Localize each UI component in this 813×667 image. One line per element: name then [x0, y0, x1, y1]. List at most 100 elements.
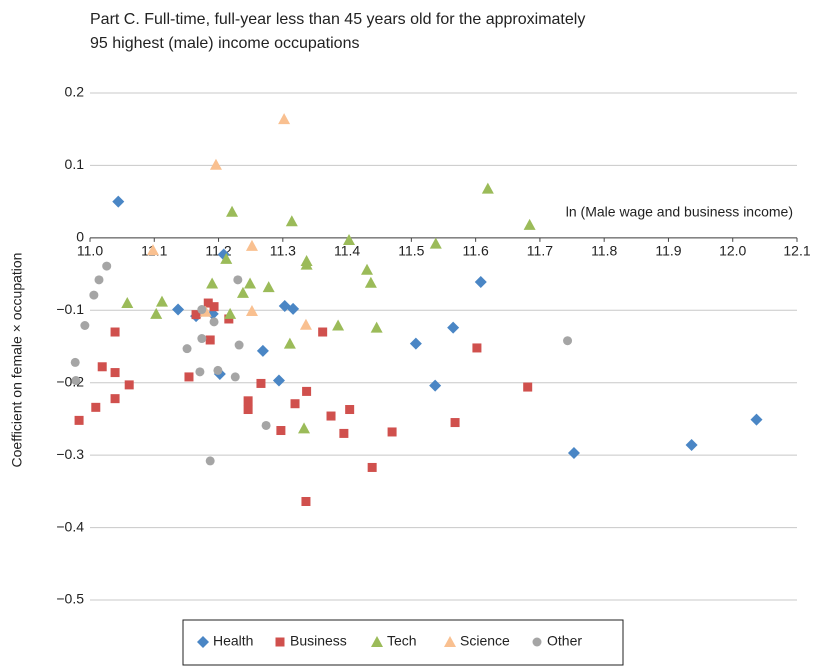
square-point — [184, 372, 194, 382]
diamond-point — [287, 302, 300, 315]
triangle-point — [364, 276, 377, 288]
square-point — [301, 496, 311, 506]
triangle-point — [245, 239, 258, 251]
triangle-point — [429, 237, 442, 249]
x-axis-title: ln (Male wage and business income) — [566, 204, 793, 220]
diamond-point — [429, 379, 442, 392]
chart-title: 95 highest (male) income occupations — [90, 35, 359, 52]
y-tick-label: 0.1 — [65, 156, 85, 172]
triangle-point — [224, 307, 237, 319]
triangle-point — [262, 281, 275, 293]
triangle-point — [370, 321, 383, 333]
diamond-point — [272, 374, 285, 387]
square-point — [326, 411, 336, 421]
triangle-point — [220, 252, 233, 264]
legend-label: Tech — [387, 633, 417, 649]
legend-marker — [444, 636, 456, 647]
circle-point — [89, 290, 99, 300]
square-point — [224, 314, 234, 324]
square-point — [110, 327, 120, 337]
square-point — [203, 298, 213, 308]
circle-point — [261, 420, 271, 430]
circle-point — [233, 275, 243, 285]
square-point — [209, 302, 219, 312]
triangle-point — [150, 307, 163, 319]
circle-point — [197, 334, 207, 344]
x-tick-label: 11.8 — [591, 243, 617, 259]
diamond-point — [112, 195, 125, 208]
legend-marker — [275, 637, 285, 647]
x-tick-label: 11.6 — [463, 243, 489, 259]
triangle-point — [332, 319, 345, 331]
legend-marker — [532, 637, 542, 647]
circle-point — [563, 336, 573, 346]
legend-label: Other — [547, 633, 582, 649]
square-point — [256, 378, 266, 388]
chart-title: Part C. Full-time, full-year less than 4… — [90, 11, 585, 28]
legend-label: Business — [290, 633, 347, 649]
square-point — [74, 415, 84, 425]
square-point — [243, 405, 253, 415]
square-point — [276, 426, 286, 436]
triangle-point — [206, 277, 219, 289]
square-point — [91, 402, 101, 412]
legend-marker — [371, 636, 383, 647]
circle-point — [80, 320, 90, 330]
square-point — [318, 327, 328, 337]
y-tick-label: −0.1 — [56, 301, 84, 317]
x-tick-label: 11.9 — [655, 243, 681, 259]
circle-point — [102, 261, 112, 271]
circle-point — [230, 372, 240, 382]
x-tick-label: 11.7 — [527, 243, 553, 259]
square-point — [110, 368, 120, 378]
square-point — [290, 399, 300, 409]
square-point — [339, 428, 349, 438]
square-point — [97, 362, 107, 372]
y-tick-label: −0.4 — [56, 518, 84, 534]
x-tick-label: 12.1 — [783, 243, 810, 259]
circle-point — [94, 275, 104, 285]
legend-label: Science — [460, 633, 510, 649]
triangle-point — [155, 295, 168, 307]
triangle-point — [244, 277, 257, 289]
square-point — [345, 405, 355, 415]
triangle-point — [146, 244, 159, 256]
x-tick-label: 11.5 — [398, 243, 424, 259]
x-tick-label: 11.0 — [77, 243, 103, 259]
square-point — [205, 335, 215, 345]
diamond-point — [750, 413, 763, 426]
triangle-point — [300, 258, 313, 270]
triangle-point — [245, 305, 258, 317]
y-tick-label: −0.3 — [56, 446, 84, 462]
triangle-point — [285, 215, 298, 227]
triangle-point — [283, 337, 296, 349]
triangle-point — [298, 422, 311, 434]
diamond-point — [409, 337, 422, 350]
square-point — [110, 394, 120, 404]
triangle-point — [236, 286, 249, 298]
x-tick-label: 11.4 — [334, 243, 360, 259]
square-point — [450, 418, 460, 428]
square-point — [302, 386, 312, 396]
triangle-point — [226, 205, 239, 217]
triangle-point — [278, 113, 291, 125]
y-tick-label: 0 — [76, 229, 84, 245]
y-axis-title: Coefficient on female × occupation — [9, 253, 25, 468]
triangle-point — [209, 158, 222, 170]
triangle-point — [121, 297, 134, 309]
square-point — [191, 310, 201, 320]
x-tick-label: 12.0 — [719, 243, 746, 259]
square-point — [387, 427, 397, 437]
legend-box — [182, 619, 624, 666]
triangle-point — [343, 234, 356, 246]
circle-point — [70, 357, 80, 367]
legend-marker — [197, 636, 209, 648]
legend-label: Health — [213, 633, 253, 649]
square-point — [124, 380, 134, 390]
circle-point — [213, 365, 223, 375]
y-tick-label: 0.2 — [65, 84, 85, 100]
square-point — [472, 343, 482, 353]
x-tick-label: 11.3 — [270, 243, 296, 259]
circle-point — [205, 456, 215, 466]
circle-point — [195, 367, 205, 377]
